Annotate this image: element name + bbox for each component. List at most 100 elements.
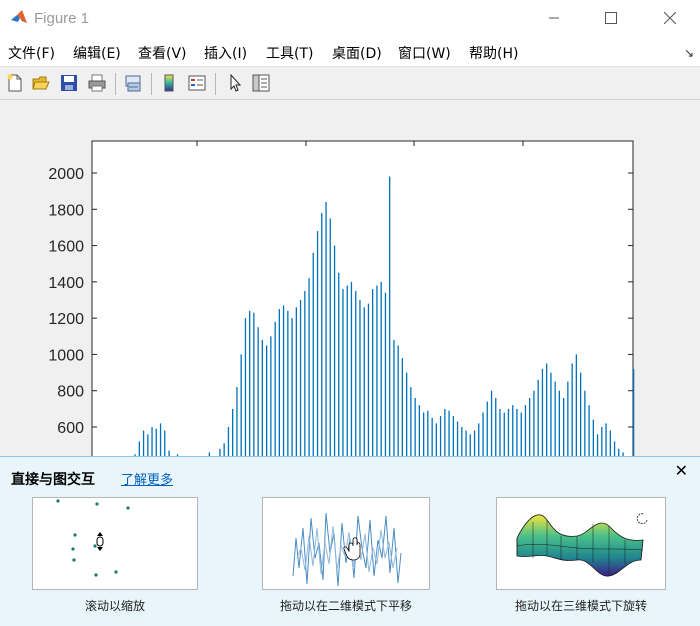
menu-view[interactable]: 查看(V)	[138, 46, 187, 62]
menu-tools[interactable]: 工具(T)	[266, 46, 314, 62]
open-file-button[interactable]	[30, 72, 52, 94]
histogram-bar	[240, 354, 242, 456]
histogram-bar	[138, 441, 140, 456]
histogram-bar	[524, 405, 527, 456]
y-axis: 2000 1800 1600 1400 1200 1000 800 600	[48, 141, 633, 437]
window-title: Figure 1	[34, 10, 90, 27]
new-figure-button[interactable]	[4, 72, 26, 94]
histogram-bar	[236, 387, 238, 456]
close-button[interactable]	[647, 0, 693, 36]
maximize-button[interactable]	[588, 0, 634, 36]
histogram-bar	[270, 336, 272, 456]
histogram-bar	[444, 408, 446, 456]
minimize-button[interactable]	[531, 0, 577, 36]
histogram-bar	[176, 454, 179, 456]
histogram-bar	[155, 428, 157, 456]
menu-help[interactable]: 帮助(H)	[469, 46, 519, 62]
histogram-bar	[495, 398, 497, 456]
hand-pan-cursor-icon	[343, 537, 361, 561]
rotate-tip-card	[496, 497, 666, 590]
y-tick-label: 1800	[48, 202, 84, 219]
menu-desktop[interactable]: 桌面(D)	[332, 46, 382, 62]
histogram-bar	[609, 430, 611, 456]
histogram-bar	[541, 368, 544, 456]
histogram-bar	[461, 427, 463, 456]
y-tick-label: 600	[57, 420, 84, 437]
histogram-bar	[261, 339, 263, 456]
histogram-bar	[618, 448, 620, 456]
histogram-bar	[427, 410, 429, 456]
histogram-bar	[355, 290, 357, 456]
histogram-bar	[338, 272, 340, 456]
histogram-axes[interactable]: 2000 1800 1600 1400 1200 1000 800 600	[0, 100, 700, 456]
histogram-bar	[633, 368, 635, 456]
menu-edit[interactable]: 编辑(E)	[73, 46, 121, 62]
histogram-bar	[605, 423, 607, 456]
histogram-bar	[516, 408, 518, 456]
interaction-tip-panel: 直接与图交互 了解更多 ✕ 滚动以缩放 拖动以在二维	[0, 456, 700, 626]
new-figure-icon	[7, 74, 22, 92]
histogram-bar	[208, 452, 210, 456]
histogram-bar	[452, 416, 454, 456]
histogram-bar	[325, 202, 327, 456]
histogram-bar	[507, 408, 510, 456]
insert-legend-button[interactable]	[186, 72, 208, 94]
tip-panel-title: 直接与图交互	[11, 472, 95, 488]
title-bar: Figure 1	[0, 0, 700, 38]
histogram-bar	[232, 408, 234, 456]
histogram-bar	[147, 434, 149, 456]
histogram-bar	[316, 231, 319, 456]
link-plot-button[interactable]	[122, 72, 144, 94]
histogram-bar	[274, 321, 276, 456]
histogram-bar	[359, 300, 361, 456]
histogram-bar	[423, 412, 425, 456]
y-tick-label: 1600	[48, 239, 84, 256]
histogram-bar	[575, 354, 577, 456]
save-button[interactable]	[58, 72, 80, 94]
histogram-bar	[384, 292, 387, 456]
menu-window[interactable]: 窗口(W)	[398, 46, 451, 62]
histogram-bar	[244, 318, 247, 456]
print-button[interactable]	[86, 72, 108, 94]
histogram-bar	[592, 419, 594, 456]
learn-more-link[interactable]: 了解更多	[121, 473, 174, 488]
axes-box	[91, 140, 634, 456]
histogram-bar	[342, 289, 344, 456]
histogram-bar	[465, 430, 467, 456]
histogram-bar	[499, 408, 501, 456]
property-inspector-button[interactable]	[250, 72, 272, 94]
maximize-icon	[605, 12, 617, 24]
histogram-bar	[567, 381, 569, 456]
histogram-bar	[448, 410, 450, 456]
histogram-bar	[346, 285, 348, 456]
histogram-bar	[520, 412, 522, 456]
property-inspector-icon	[252, 74, 270, 92]
histogram-bar	[299, 300, 302, 456]
histogram-bar	[321, 212, 323, 456]
rotate-cursor-icon	[636, 513, 648, 525]
figure-toolbar	[0, 66, 700, 100]
histogram-bar	[546, 363, 548, 456]
close-icon[interactable]: ✕	[674, 461, 688, 480]
histogram-bars	[134, 176, 635, 456]
line-pan-illustration	[292, 512, 402, 587]
histogram-bar	[622, 452, 624, 456]
scroll-zoom-cursor-icon	[96, 532, 104, 551]
matlab-icon	[11, 10, 27, 23]
histogram-bar	[142, 430, 145, 456]
pan-tip-card	[262, 497, 430, 590]
histogram-bar	[397, 345, 399, 456]
histogram-bar	[287, 310, 289, 456]
insert-colorbar-button[interactable]	[158, 72, 180, 94]
dock-arrow-icon[interactable]: ↘	[683, 46, 694, 60]
histogram-bar	[253, 312, 255, 456]
histogram-bar	[482, 412, 484, 456]
histogram-bar	[406, 372, 408, 456]
histogram-bar	[613, 441, 616, 456]
link-plot-icon	[125, 75, 141, 92]
menu-file[interactable]: 文件(F)	[8, 46, 55, 62]
insert-legend-icon	[188, 75, 206, 91]
menu-insert[interactable]: 插入(I)	[204, 46, 248, 62]
edit-plot-button[interactable]	[224, 72, 246, 94]
histogram-bar	[223, 443, 225, 456]
